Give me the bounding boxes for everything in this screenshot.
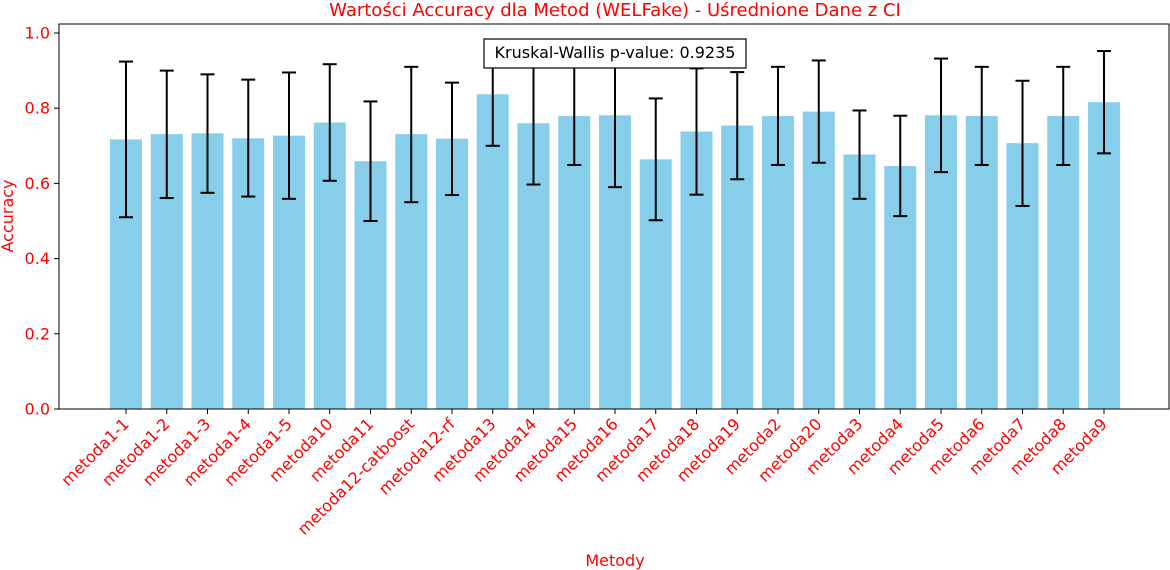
plot-frame bbox=[58, 23, 1170, 410]
y-axis: 0.0 0.2 0.4 0.6 0.8 1.0 bbox=[25, 24, 59, 419]
bars-layer bbox=[110, 94, 1120, 410]
chart-title: Wartości Accuracy dla Metod (WELFake) - … bbox=[329, 0, 901, 21]
x-axis-label: Metody bbox=[585, 551, 644, 570]
y-tick-label: 0.6 bbox=[25, 174, 50, 193]
errorbars-layer bbox=[119, 41, 1111, 222]
y-tick-label: 0.2 bbox=[25, 324, 50, 343]
y-tick-label: 1.0 bbox=[25, 24, 50, 43]
x-axis: metoda1-1metoda1-2metoda1-3metoda1-4meto… bbox=[57, 409, 1111, 539]
y-tick-label: 0.0 bbox=[25, 400, 50, 419]
y-tick-label: 0.8 bbox=[25, 99, 50, 118]
annotation-box: Kruskal-Wallis p-value: 0.9235 bbox=[483, 38, 747, 69]
y-axis-label: Accuracy bbox=[0, 179, 17, 252]
annotation-text: Kruskal-Wallis p-value: 0.9235 bbox=[495, 43, 736, 62]
y-tick-label: 0.4 bbox=[25, 249, 50, 268]
